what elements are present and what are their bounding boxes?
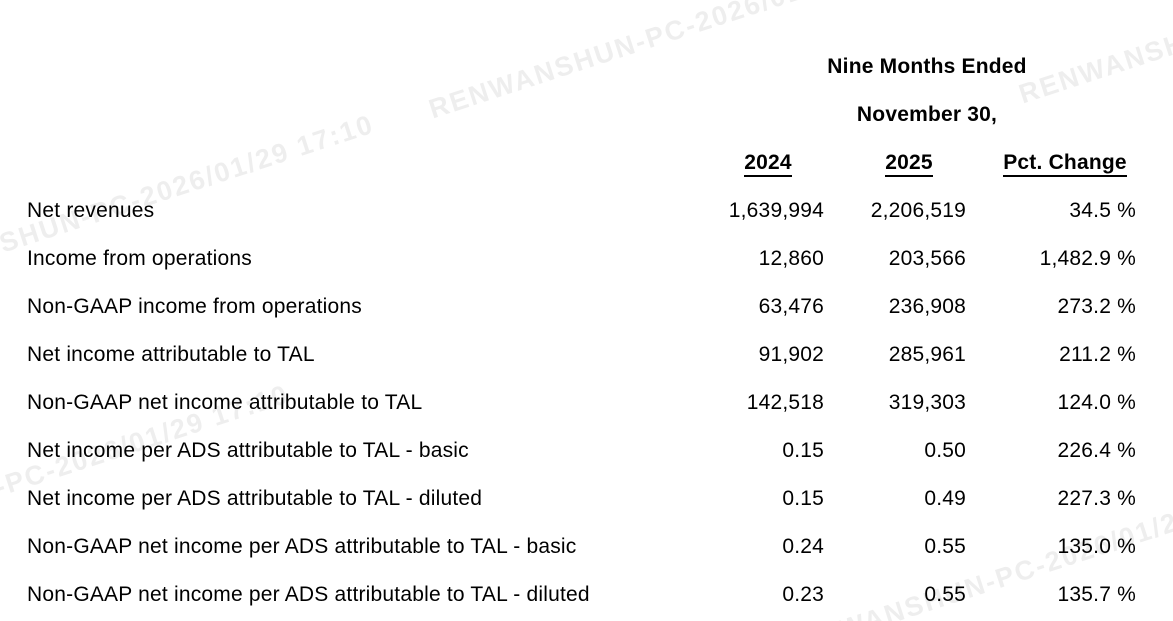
pct-change: 227.3 % — [1057, 487, 1136, 510]
pct-change: 34.5 % — [1069, 199, 1136, 222]
table-row: Net income per ADS attributable to TAL -… — [27, 427, 1136, 475]
table-row: Net income attributable to TAL 91,902 28… — [27, 331, 1136, 379]
column-header-2025-text: 2025 — [885, 151, 933, 177]
value-2024: 0.15 — [782, 487, 824, 510]
row-label: Net revenues — [27, 199, 155, 222]
value-2024: 0.24 — [782, 535, 824, 558]
table-row: Income from operations 12,860 203,566 1,… — [27, 235, 1136, 283]
value-2024: 63,476 — [758, 295, 824, 318]
column-header-2025: 2025 — [824, 139, 966, 187]
row-label: Net income per ADS attributable to TAL -… — [27, 439, 469, 462]
value-2025: 0.50 — [924, 439, 966, 462]
value-2025: 285,961 — [888, 343, 966, 366]
column-header-2024: 2024 — [684, 139, 824, 187]
value-2024: 142,518 — [746, 391, 824, 414]
pct-change: 124.0 % — [1057, 391, 1136, 414]
value-2024: 0.15 — [782, 439, 824, 462]
column-header-row: 2024 2025 Pct. Change — [27, 139, 1136, 187]
period-header-line1-text: Nine Months Ended — [827, 55, 1027, 78]
value-2025: 236,908 — [888, 295, 966, 318]
column-header-2024-text: 2024 — [744, 151, 792, 177]
value-2024: 0.23 — [782, 583, 824, 606]
financial-results-table: Nine Months Ended November 30, 2024 2025… — [27, 43, 1136, 619]
table-row: Non-GAAP net income per ADS attributable… — [27, 523, 1136, 571]
period-header-line1: Nine Months Ended — [684, 43, 1136, 91]
period-header-row-1: Nine Months Ended — [27, 43, 1136, 91]
value-2025: 203,566 — [888, 247, 966, 270]
column-header-pct-change: Pct. Change — [966, 139, 1136, 187]
period-header-line2-text: November 30, — [856, 103, 998, 126]
pct-change: 135.0 % — [1057, 535, 1136, 558]
value-2024: 91,902 — [758, 343, 824, 366]
table-row: Non-GAAP income from operations 63,476 2… — [27, 283, 1136, 331]
row-label: Net income per ADS attributable to TAL -… — [27, 487, 483, 510]
pct-change: 226.4 % — [1057, 439, 1136, 462]
column-header-pct-change-text: Pct. Change — [1003, 151, 1127, 177]
value-2025: 319,303 — [888, 391, 966, 414]
value-2025: 0.55 — [924, 535, 966, 558]
row-label: Income from operations — [27, 247, 253, 270]
pct-change: 1,482.9 % — [1039, 247, 1136, 270]
period-header-row-2: November 30, — [27, 91, 1136, 139]
table-row: Net income per ADS attributable to TAL -… — [27, 475, 1136, 523]
row-label: Non-GAAP net income attributable to TAL — [27, 391, 423, 414]
pct-change: 211.2 % — [1059, 343, 1136, 366]
row-label: Non-GAAP net income per ADS attributable… — [27, 583, 590, 606]
table-row: Non-GAAP net income per ADS attributable… — [27, 571, 1136, 619]
table-row: Non-GAAP net income attributable to TAL … — [27, 379, 1136, 427]
period-header-line2: November 30, — [684, 91, 1136, 139]
table-row: Net revenues 1,639,994 2,206,519 34.5 % — [27, 187, 1136, 235]
pct-change: 135.7 % — [1057, 583, 1136, 606]
value-2024: 1,639,994 — [728, 199, 824, 222]
value-2025: 0.55 — [924, 583, 966, 606]
pct-change: 273.2 % — [1057, 295, 1136, 318]
row-label: Non-GAAP income from operations — [27, 295, 362, 318]
row-label: Non-GAAP net income per ADS attributable… — [27, 535, 577, 558]
value-2025: 0.49 — [924, 487, 966, 510]
value-2024: 12,860 — [758, 247, 824, 270]
value-2025: 2,206,519 — [870, 199, 966, 222]
row-label: Net income attributable to TAL — [27, 343, 315, 366]
